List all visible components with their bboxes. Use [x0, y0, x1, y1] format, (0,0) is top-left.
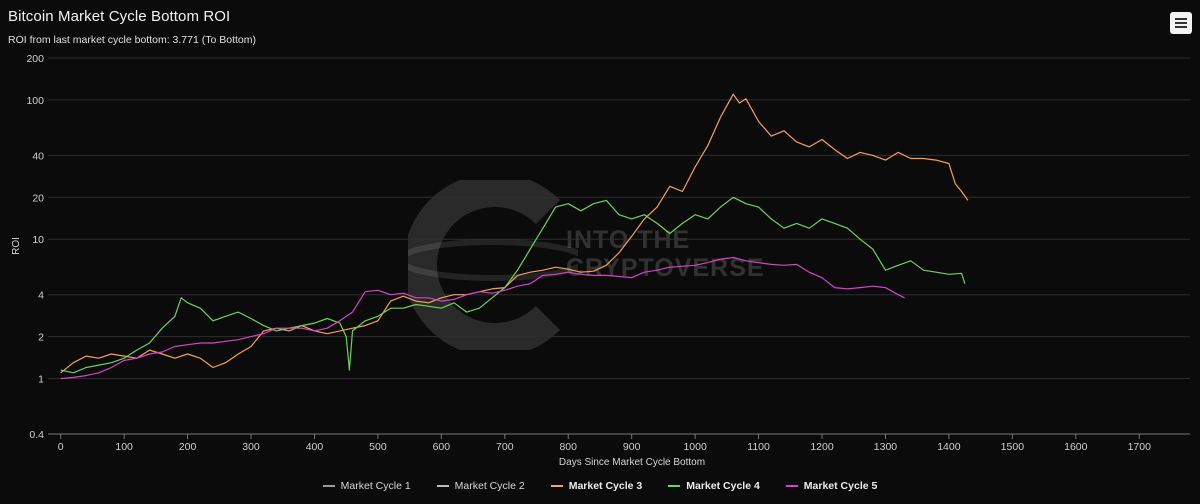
x-tick-label: 1500 — [1001, 441, 1025, 453]
x-axis-title: Days Since Market Cycle Bottom — [559, 457, 705, 468]
x-tick-label: 700 — [496, 441, 514, 453]
series-line-market-cycle-4 — [60, 196, 966, 374]
legend-label-cycle-4: Market Cycle 4 — [686, 480, 760, 492]
series-line-market-cycle-3 — [60, 93, 969, 374]
x-tick-label: 800 — [559, 441, 577, 453]
y-tick-label: 200 — [26, 53, 44, 65]
x-tick-label: 1700 — [1128, 441, 1152, 453]
legend-item-cycle-5[interactable]: Market Cycle 5 — [785, 480, 878, 492]
legend-label-cycle-3: Market Cycle 3 — [568, 480, 643, 492]
x-tick-label: 1300 — [874, 441, 898, 453]
chart-menu-button[interactable] — [1170, 12, 1192, 34]
y-tick-label: 100 — [26, 95, 44, 107]
legend-label-cycle-2: Market Cycle 2 — [454, 480, 525, 492]
legend-swatch-cycle-1 — [322, 485, 335, 487]
x-tick-label: 1100 — [747, 441, 770, 453]
chart-subtitle: ROI from last market cycle bottom: 3.771… — [8, 34, 256, 46]
hamburger-menu-icon — [1175, 18, 1187, 20]
x-tick-label: 1600 — [1064, 441, 1088, 453]
chart-title: Bitcoin Market Cycle Bottom ROI — [8, 8, 231, 25]
series-line-market-cycle-5 — [60, 256, 905, 380]
x-tick-label: 100 — [115, 441, 133, 453]
legend-item-cycle-2[interactable]: Market Cycle 2 — [436, 480, 525, 492]
x-tick-label: 1200 — [810, 441, 834, 453]
x-tick-label: 900 — [623, 441, 641, 453]
chart-legend: Market Cycle 1 Market Cycle 2 Market Cyc… — [0, 480, 1200, 492]
y-tick-label: 20 — [32, 192, 44, 204]
legend-swatch-cycle-5 — [785, 485, 798, 487]
x-tick-label: 400 — [306, 441, 324, 453]
legend-item-cycle-3[interactable]: Market Cycle 3 — [550, 480, 643, 492]
y-tick-label: 0.4 — [29, 429, 44, 441]
x-tick-label: 1000 — [683, 441, 707, 453]
legend-item-cycle-1[interactable]: Market Cycle 1 — [322, 480, 411, 492]
x-tick-label: 1400 — [937, 441, 961, 453]
legend-label-cycle-1: Market Cycle 1 — [340, 480, 411, 492]
x-tick-label: 600 — [433, 441, 451, 453]
x-axis-ticks: 0 100 200 300 400 500 600 700 800 900 1000 1100 1200… — [58, 434, 1151, 453]
y-tick-label: 2 — [38, 332, 44, 344]
legend-label-cycle-5: Market Cycle 5 — [803, 480, 878, 492]
legend-swatch-cycle-2 — [436, 485, 449, 487]
legend-item-cycle-4[interactable]: Market Cycle 4 — [668, 480, 760, 492]
x-tick-label: 500 — [369, 441, 387, 453]
y-tick-label: 10 — [32, 234, 44, 246]
y-tick-label: 4 — [38, 290, 44, 302]
roi-line-chart: 0.4 1 2 4 10 20 40 100 200 0 100 200 300 400 500 600 70… — [11, 53, 1190, 468]
grid-lines — [48, 57, 1190, 435]
watermark-text: INTO THE CRYPTOVERSE — [566, 226, 765, 282]
series-lines — [60, 93, 969, 380]
y-axis-ticks: 0.4 1 2 4 10 20 40 100 200 — [26, 53, 44, 441]
watermark-line1: INTO THE — [566, 226, 691, 254]
x-tick-label: 200 — [179, 441, 197, 453]
x-tick-label: 0 — [58, 441, 64, 453]
legend-swatch-cycle-4 — [668, 485, 681, 487]
legend-swatch-cycle-3 — [550, 485, 563, 487]
x-tick-label: 300 — [242, 441, 260, 453]
y-tick-label: 1 — [38, 374, 44, 386]
watermark-logo — [408, 180, 578, 350]
y-tick-label: 40 — [32, 150, 44, 162]
y-axis-title: ROI — [11, 237, 22, 255]
